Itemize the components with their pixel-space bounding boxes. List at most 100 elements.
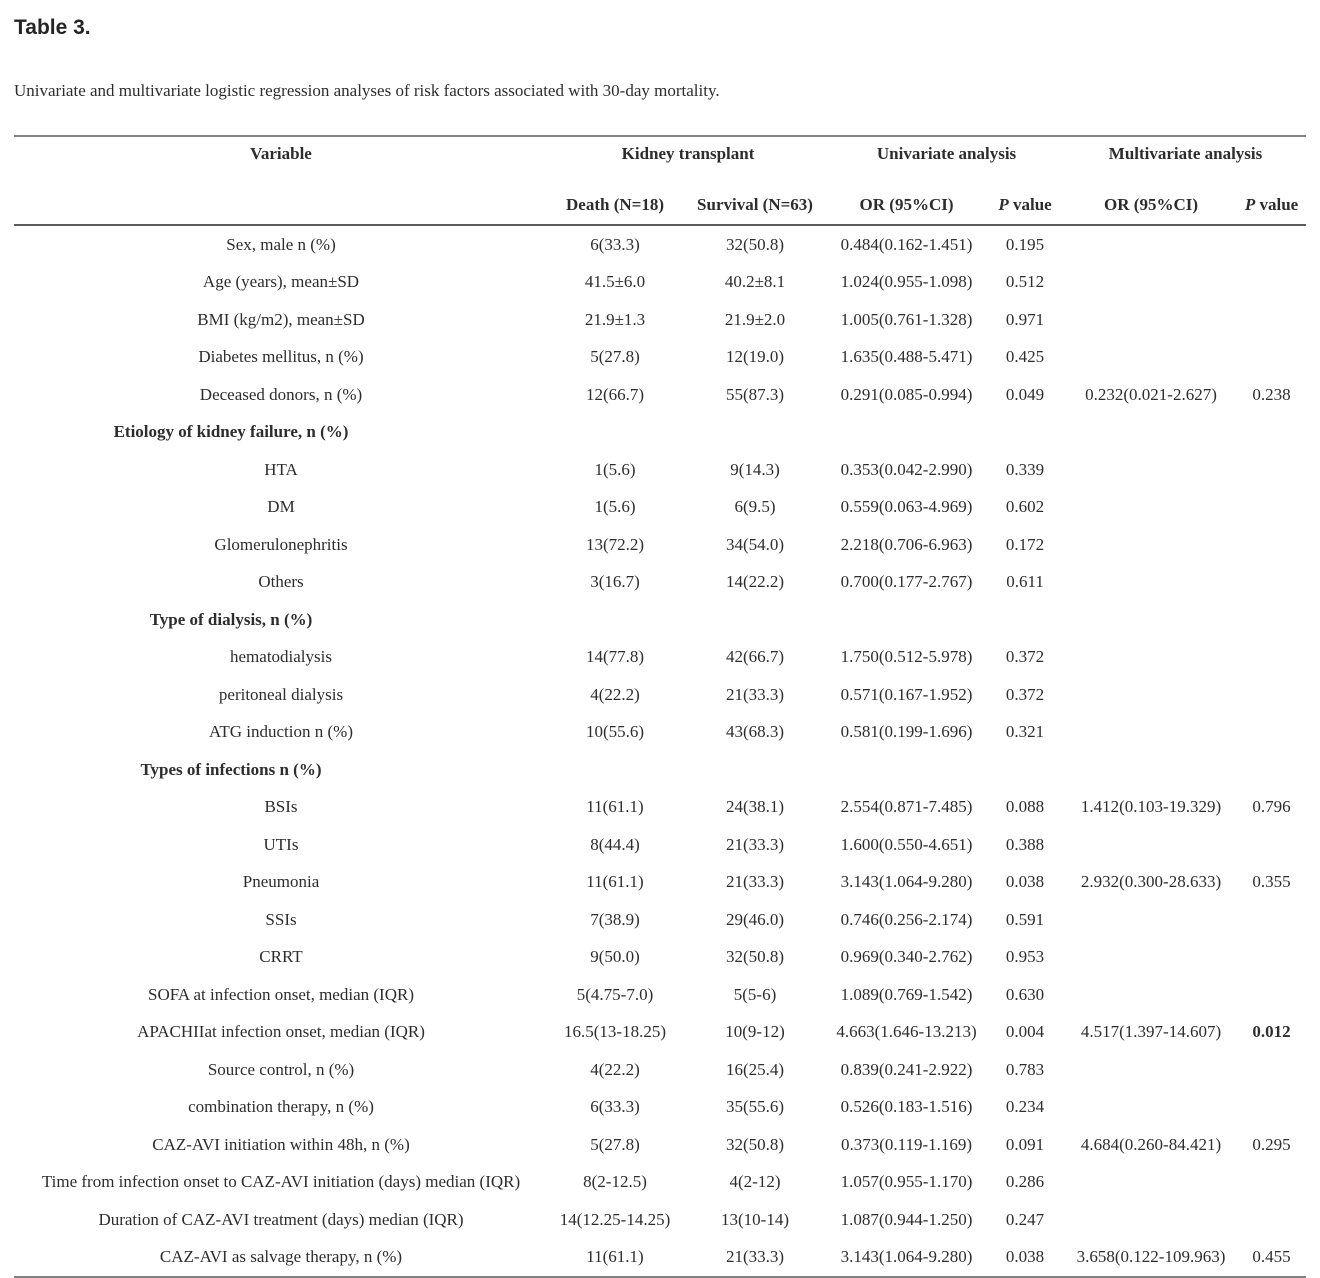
value-cell: 0.238 bbox=[1252, 384, 1291, 404]
value-cell: 16(25.4) bbox=[725, 1059, 785, 1079]
value-cell bbox=[1237, 301, 1306, 339]
value-cell bbox=[1237, 489, 1306, 527]
value-cell: 0.038 bbox=[1005, 1247, 1045, 1267]
value-cell: 0.247 bbox=[1005, 1209, 1045, 1229]
value-cell: 0.484(0.162-1.451) bbox=[840, 234, 973, 254]
value-cell bbox=[985, 751, 1065, 789]
variable-cell: SOFA at infection onset, median (IQR) bbox=[148, 984, 414, 1004]
value-cell: 0.372 bbox=[1005, 647, 1045, 667]
value-cell: 32(50.8) bbox=[725, 947, 785, 967]
value-cell bbox=[1237, 1051, 1306, 1089]
value-cell: 0.559(0.063-4.969) bbox=[840, 497, 973, 517]
value-cell: 3.143(1.064-9.280) bbox=[840, 1247, 973, 1267]
value-cell bbox=[1237, 225, 1306, 264]
value-cell: 14(77.8) bbox=[585, 647, 645, 667]
table-header: Variable Kidney transplant Univariate ana… bbox=[14, 136, 1307, 226]
value-cell bbox=[1065, 451, 1237, 489]
value-cell bbox=[1237, 1201, 1306, 1239]
value-cell: 0.295 bbox=[1252, 1134, 1291, 1154]
value-cell: 5(5-6) bbox=[733, 984, 777, 1004]
value-cell: 1.024(0.955-1.098) bbox=[840, 272, 973, 292]
table-row: Duration of CAZ-AVI treatment (days) med… bbox=[14, 1201, 1306, 1239]
value-cell bbox=[1065, 1089, 1237, 1127]
value-cell: 0.291(0.085-0.994) bbox=[840, 384, 973, 404]
value-cell bbox=[1237, 339, 1306, 377]
value-cell: 21(33.3) bbox=[725, 872, 785, 892]
value-cell: 0.339 bbox=[1005, 459, 1045, 479]
section-row: Etiology of kidney failure, n (%) bbox=[14, 414, 1306, 452]
variable-cell: Glomerulonephritis bbox=[214, 534, 348, 554]
value-cell bbox=[828, 414, 985, 452]
table-row: BMI (kg/m2), mean±SD 21.9±1.3 21.9±2.0 1.00… bbox=[14, 301, 1306, 339]
value-cell: 3.658(0.122-109.963) bbox=[1076, 1247, 1226, 1267]
value-cell: 42(66.7) bbox=[725, 647, 785, 667]
section-row: Types of infections n (%) bbox=[14, 751, 1306, 789]
value-cell: 1.600(0.550-4.651) bbox=[840, 834, 973, 854]
value-cell: 0.971 bbox=[1005, 309, 1045, 329]
value-cell: 7(38.9) bbox=[590, 909, 640, 929]
value-cell bbox=[1237, 639, 1306, 677]
value-cell: 21(33.3) bbox=[725, 834, 785, 854]
table-caption: Univariate and multivariate logistic reg… bbox=[14, 81, 720, 100]
value-cell: 0.700(0.177-2.767) bbox=[840, 572, 973, 592]
value-cell: 9(14.3) bbox=[730, 459, 780, 479]
value-cell: 0.388 bbox=[1005, 834, 1045, 854]
variable-cell: peritoneal dialysis bbox=[218, 684, 344, 704]
table-row: Deceased donors, n (%) 12(66.7) 55(87.3) 0.… bbox=[14, 376, 1306, 414]
value-cell bbox=[1065, 339, 1237, 377]
value-cell: 0.630 bbox=[1005, 984, 1045, 1004]
value-cell: 11(61.1) bbox=[586, 797, 644, 817]
value-cell bbox=[1237, 826, 1306, 864]
variable-cell: SSIs bbox=[265, 909, 297, 929]
value-cell: 0.088 bbox=[1005, 797, 1045, 817]
value-cell bbox=[1237, 564, 1306, 602]
value-cell bbox=[1065, 264, 1237, 302]
value-cell: 32(50.8) bbox=[725, 1134, 785, 1154]
value-cell bbox=[1065, 489, 1237, 527]
value-cell bbox=[1065, 301, 1237, 339]
variable-cell: BSIs bbox=[264, 797, 298, 817]
table-row: SSIs 7(38.9) 29(46.0) 0.746(0.256-2.174) 0.5… bbox=[14, 901, 1306, 939]
variable-cell: APACHIIat infection onset, median (IQR) bbox=[137, 1022, 425, 1042]
value-cell: 0.602 bbox=[1005, 497, 1045, 517]
value-cell: 21.9±1.3 bbox=[584, 309, 646, 329]
table-row: Pneumonia 11(61.1) 21(33.3) 3.143(1.064-9.2… bbox=[14, 864, 1306, 902]
value-cell: 11(61.1) bbox=[586, 1247, 644, 1267]
value-cell: 0.286 bbox=[1005, 1172, 1045, 1192]
value-cell: 5(27.8) bbox=[590, 1134, 640, 1154]
table-row: UTIs 8(44.4) 21(33.3) 1.600(0.550-4.651) 0.3… bbox=[14, 826, 1306, 864]
value-cell bbox=[985, 414, 1065, 452]
value-cell: 40.2±8.1 bbox=[724, 272, 786, 292]
value-cell bbox=[1237, 526, 1306, 564]
value-cell bbox=[985, 601, 1065, 639]
table-row: combination therapy, n (%) 6(33.3) 35(55.6… bbox=[14, 1089, 1306, 1127]
value-cell: 2.218(0.706-6.963) bbox=[840, 534, 973, 554]
value-cell: 0.796 bbox=[1252, 797, 1291, 817]
value-cell bbox=[1065, 1051, 1237, 1089]
value-cell: 1.005(0.761-1.328) bbox=[840, 309, 973, 329]
value-cell: 1.057(0.955-1.170) bbox=[840, 1172, 973, 1192]
value-cell: 0.455 bbox=[1252, 1247, 1291, 1267]
value-cell: 0.526(0.183-1.516) bbox=[840, 1097, 973, 1117]
value-cell bbox=[1237, 264, 1306, 302]
value-cell: 0.373(0.119-1.169) bbox=[840, 1134, 973, 1154]
value-cell: 0.372 bbox=[1005, 684, 1045, 704]
value-cell: 55(87.3) bbox=[725, 384, 785, 404]
variable-cell: CRRT bbox=[259, 947, 303, 967]
col-group-header-0: Kidney transplant bbox=[621, 144, 755, 163]
variable-cell: Source control, n (%) bbox=[207, 1059, 355, 1079]
variable-cell: ATG induction n (%) bbox=[208, 722, 353, 742]
value-cell bbox=[1237, 751, 1306, 789]
value-cell bbox=[1065, 639, 1237, 677]
value-cell bbox=[1065, 714, 1237, 752]
value-cell: 0.321 bbox=[1005, 722, 1045, 742]
value-cell: 4(2-12) bbox=[729, 1172, 781, 1192]
value-cell: 5(4.75-7.0) bbox=[576, 984, 654, 1004]
col-header-4: OR (95%CI) bbox=[1065, 180, 1238, 226]
value-cell bbox=[1237, 676, 1306, 714]
variable-cell: Diabetes mellitus, n (%) bbox=[198, 347, 364, 367]
value-cell: 0.953 bbox=[1005, 947, 1045, 967]
value-cell: 4(22.2) bbox=[590, 684, 640, 704]
value-cell: 4.684(0.260-84.421) bbox=[1080, 1134, 1222, 1154]
